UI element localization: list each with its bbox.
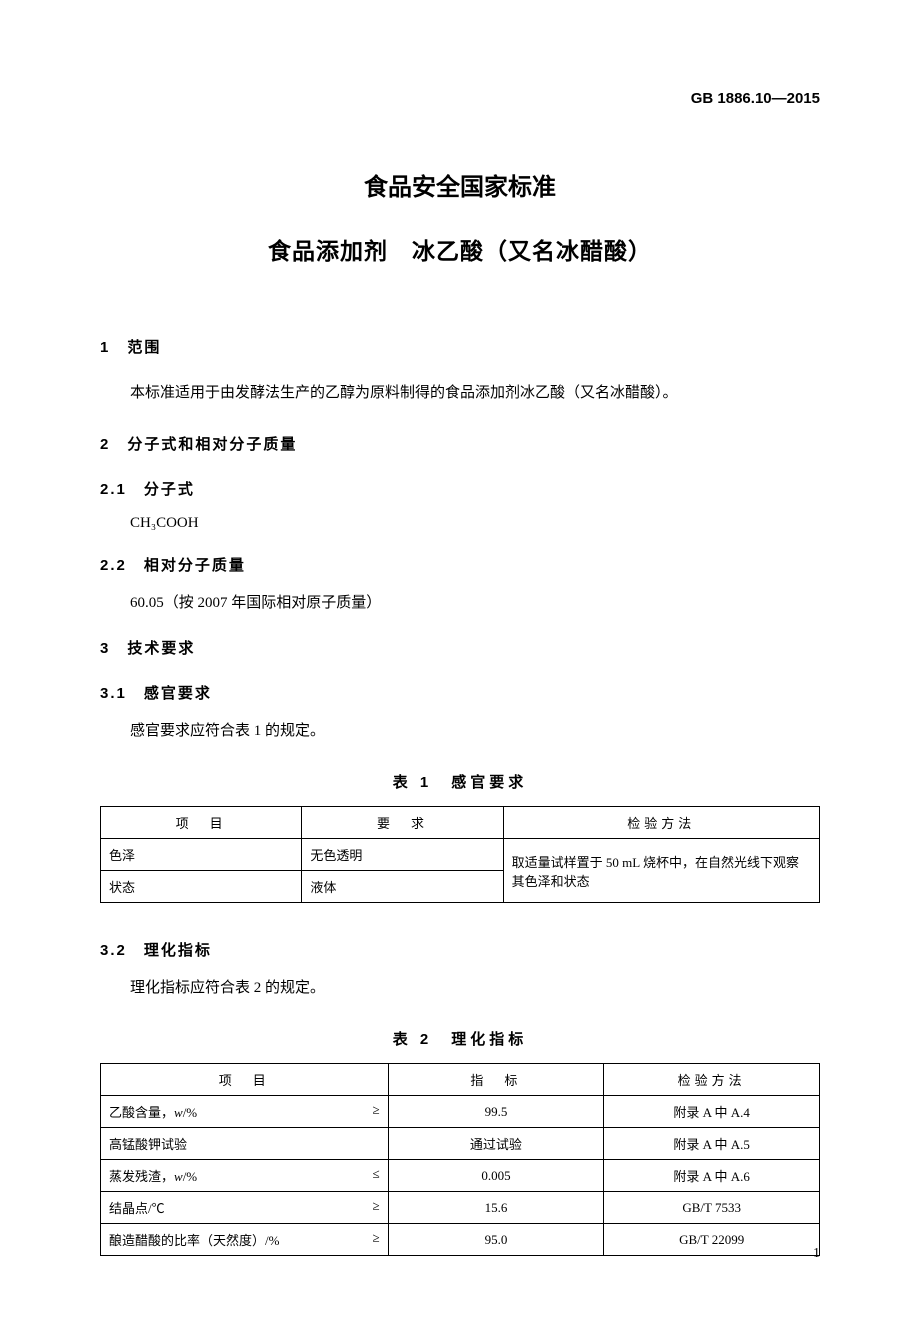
table-header: 检验方法 <box>503 807 819 839</box>
table-cell: 色泽 <box>101 839 302 871</box>
table-row: 高锰酸钾试验通过试验附录 A 中 A.5 <box>101 1128 820 1160</box>
table-header: 要 求 <box>302 807 503 839</box>
table-cell: 高锰酸钾试验 <box>101 1128 389 1160</box>
table-cell: 95.0 <box>388 1224 604 1256</box>
main-title: 食品安全国家标准 <box>100 167 820 202</box>
table-1: 项 目 要 求 检验方法 色泽 无色透明 取适量试样置于 50 mL 烧杯中，在… <box>100 806 820 903</box>
table-cell: 乙酸含量，w/%≥ <box>101 1096 389 1128</box>
table-cell: 0.005 <box>388 1160 604 1192</box>
table-row: 酿造醋酸的比率（天然度）/%≥95.0GB/T 22099 <box>101 1224 820 1256</box>
section-3-2-text: 理化指标应符合表 2 的规定。 <box>100 976 820 1000</box>
table-cell: 附录 A 中 A.4 <box>604 1096 820 1128</box>
table-2-caption: 表 2 理化指标 <box>100 1028 820 1049</box>
table-header: 指 标 <box>388 1064 604 1096</box>
sub-title: 食品添加剂 冰乙酸（又名冰醋酸） <box>100 232 820 266</box>
section-3-1-text: 感官要求应符合表 1 的规定。 <box>100 719 820 743</box>
table-cell: GB/T 7533 <box>604 1192 820 1224</box>
table-2: 项 目 指 标 检验方法 乙酸含量，w/%≥99.5附录 A 中 A.4高锰酸钾… <box>100 1063 820 1256</box>
table-row: 项 目 指 标 检验方法 <box>101 1064 820 1096</box>
table-row: 色泽 无色透明 取适量试样置于 50 mL 烧杯中，在自然光线下观察其色泽和状态 <box>101 839 820 871</box>
table-cell: 无色透明 <box>302 839 503 871</box>
table-header: 检验方法 <box>604 1064 820 1096</box>
table-header: 项 目 <box>101 807 302 839</box>
section-3-heading: 3 技术要求 <box>100 637 820 658</box>
section-3-1-heading: 3.1 感官要求 <box>100 682 820 703</box>
section-1-text: 本标准适用于由发酵法生产的乙醇为原料制得的食品添加剂冰乙酸（又名冰醋酸）。 <box>100 381 820 405</box>
table-cell: 状态 <box>101 871 302 903</box>
table-cell: 结晶点/℃≥ <box>101 1192 389 1224</box>
section-3-2-heading: 3.2 理化指标 <box>100 939 820 960</box>
section-1-heading: 1 范围 <box>100 336 820 357</box>
table-cell: 酿造醋酸的比率（天然度）/%≥ <box>101 1224 389 1256</box>
table-1-caption: 表 1 感官要求 <box>100 771 820 792</box>
table-row: 结晶点/℃≥15.6GB/T 7533 <box>101 1192 820 1224</box>
table-cell: 附录 A 中 A.6 <box>604 1160 820 1192</box>
table-row: 蒸发残渣，w/%≤0.005附录 A 中 A.6 <box>101 1160 820 1192</box>
molecular-mass: 60.05（按 2007 年国际相对原子质量） <box>100 591 820 615</box>
table-cell: 液体 <box>302 871 503 903</box>
table-cell: 附录 A 中 A.5 <box>604 1128 820 1160</box>
table-row: 乙酸含量，w/%≥99.5附录 A 中 A.4 <box>101 1096 820 1128</box>
table-row: 项 目 要 求 检验方法 <box>101 807 820 839</box>
table-cell: 蒸发残渣，w/%≤ <box>101 1160 389 1192</box>
table-cell: 通过试验 <box>388 1128 604 1160</box>
table-cell: 99.5 <box>388 1096 604 1128</box>
section-2-1-heading: 2.1 分子式 <box>100 478 820 499</box>
document-page: GB 1886.10—2015 食品安全国家标准 食品添加剂 冰乙酸（又名冰醋酸… <box>0 0 920 1332</box>
standard-code: GB 1886.10—2015 <box>100 90 820 107</box>
page-number: 1 <box>813 1246 820 1262</box>
table-cell: GB/T 22099 <box>604 1224 820 1256</box>
section-2-2-heading: 2.2 相对分子质量 <box>100 554 820 575</box>
table-header: 项 目 <box>101 1064 389 1096</box>
table-cell: 15.6 <box>388 1192 604 1224</box>
molecular-formula: CH₃COOH <box>100 515 820 532</box>
table-cell: 取适量试样置于 50 mL 烧杯中，在自然光线下观察其色泽和状态 <box>503 839 819 903</box>
section-2-heading: 2 分子式和相对分子质量 <box>100 433 820 454</box>
